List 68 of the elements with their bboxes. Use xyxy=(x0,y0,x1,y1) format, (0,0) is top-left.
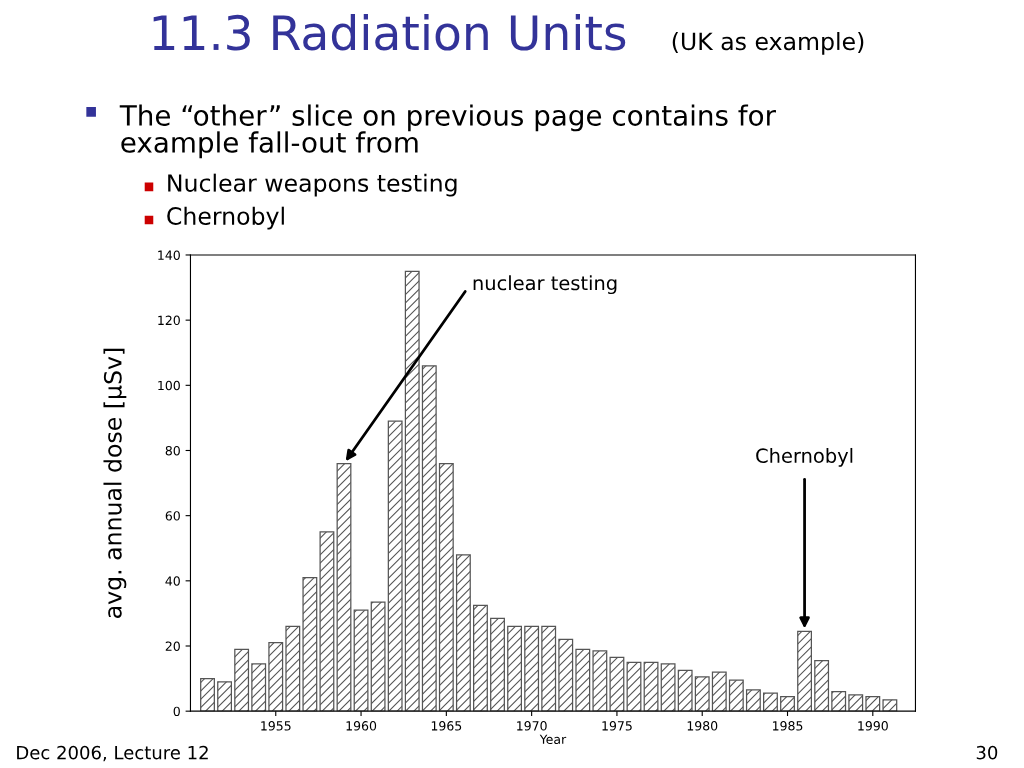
bar xyxy=(200,677,215,712)
x-tick-label: 1980 xyxy=(687,721,718,731)
bar xyxy=(455,554,471,712)
bar xyxy=(473,604,488,712)
bar xyxy=(421,365,437,712)
bar xyxy=(285,625,301,712)
bar xyxy=(592,650,608,712)
bar xyxy=(319,531,335,712)
bar xyxy=(677,669,693,712)
y-tick-label: 40 xyxy=(165,576,180,586)
x-axis-title: Year xyxy=(539,734,567,745)
bar xyxy=(609,656,625,712)
bar xyxy=(438,462,454,712)
bar xyxy=(728,679,744,712)
bar xyxy=(541,625,557,712)
bar xyxy=(626,661,642,712)
bar xyxy=(490,617,505,712)
bar xyxy=(831,690,847,712)
bar xyxy=(370,601,386,712)
bar xyxy=(848,694,864,712)
y-tick-label: 60 xyxy=(165,511,180,521)
y-tick-label: 80 xyxy=(165,445,180,456)
bar xyxy=(387,420,403,712)
y-tick-label: 100 xyxy=(158,380,180,391)
x-tick-label: 1990 xyxy=(858,721,888,731)
bar xyxy=(814,660,830,712)
bar xyxy=(558,638,574,712)
text: Chernobyl xyxy=(167,206,284,230)
bar xyxy=(336,462,352,712)
annotation: Chernobyl xyxy=(756,447,853,467)
bar xyxy=(745,689,761,712)
bar xyxy=(643,661,659,712)
x-tick-label: 1985 xyxy=(772,721,803,731)
text: Nuclear weapons testing xyxy=(168,173,457,197)
bar xyxy=(882,699,898,712)
bar xyxy=(660,663,676,712)
bar xyxy=(797,630,813,712)
bar xyxy=(575,648,591,712)
bar xyxy=(865,695,881,712)
x-tick-label: 1970 xyxy=(517,721,547,731)
x-tick-label: 1965 xyxy=(431,721,462,731)
chart-title: 11.3 Radiation Units xyxy=(153,14,626,51)
y-axis-title: avg. annual dose [μSv] xyxy=(103,348,127,618)
annotation: nuclear testing xyxy=(473,275,617,295)
bar xyxy=(234,648,250,712)
text: Dec 2006, Lecture 12 xyxy=(17,745,208,762)
x-tick-label: 1955 xyxy=(261,721,291,731)
text: 30 xyxy=(976,745,998,760)
bar xyxy=(780,695,795,712)
y-tick-label: 140 xyxy=(158,250,180,260)
y-tick-label: 20 xyxy=(165,641,180,651)
bar xyxy=(353,609,369,712)
y-tick-label: 0 xyxy=(173,706,180,717)
bar xyxy=(268,642,284,712)
bar xyxy=(251,663,267,712)
bar xyxy=(524,625,540,712)
bar xyxy=(404,270,420,712)
text: The “other” slice on previous page contains for example fall-out from xyxy=(119,104,776,159)
bar xyxy=(302,576,318,712)
bar xyxy=(694,676,710,712)
chart-subtitle: (UK as example) xyxy=(672,31,864,55)
x-tick-label: 1975 xyxy=(602,721,632,731)
bar xyxy=(763,692,778,712)
bar xyxy=(507,625,523,712)
bar xyxy=(711,671,727,712)
x-tick-label: 1960 xyxy=(346,721,377,731)
y-tick-label: 120 xyxy=(158,315,180,326)
bar xyxy=(217,681,233,712)
